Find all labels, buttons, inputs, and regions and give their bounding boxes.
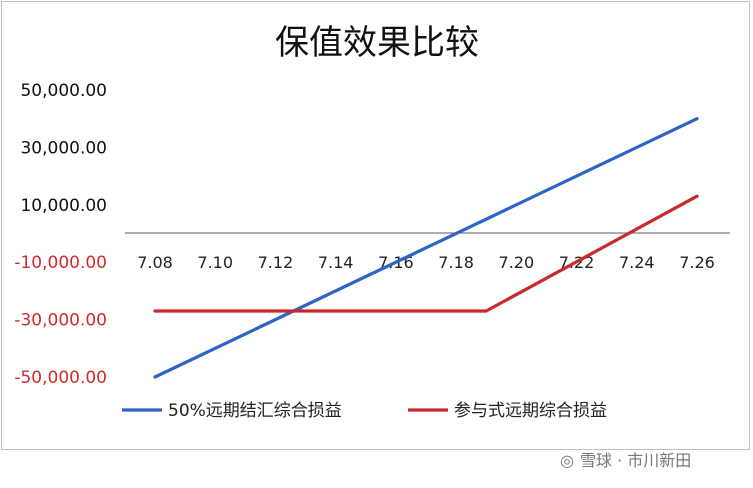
x-tick-label: 7.20 (499, 253, 535, 272)
x-tick-label: 7.18 (438, 253, 474, 272)
y-tick-label: 30,000.00 (20, 138, 107, 158)
y-axis: 50,000.00 30,000.00 10,000.00 -10,000.00 -30… (14, 81, 107, 388)
series-lines (153, 117, 699, 379)
snowball-logo-icon: ◎ (560, 451, 574, 470)
legend: 50%远期结汇综合损益 参与式远期综合损益 (122, 401, 607, 421)
legend-label: 参与式远期综合损益 (454, 401, 607, 421)
x-tick-label: 7.24 (619, 253, 655, 272)
y-tick-label: -50,000.00 (14, 368, 107, 388)
y-tick-label: 10,000.00 (20, 196, 107, 216)
series-line (153, 194, 699, 313)
y-tick-label: -30,000.00 (14, 311, 107, 331)
y-tick-label: 50,000.00 (20, 81, 107, 101)
chart-frame (1, 1, 750, 450)
watermark: ◎ 雪球 · 市川新田 (560, 451, 691, 470)
x-tick-label: 7.26 (679, 253, 715, 272)
series-line (153, 117, 699, 379)
chart-title: 保值效果比较 (275, 23, 479, 63)
x-tick-label: 7.10 (197, 253, 233, 272)
y-tick-label: -10,000.00 (14, 253, 107, 273)
x-tick-label: 7.14 (318, 253, 354, 272)
x-tick-label: 7.12 (258, 253, 294, 272)
watermark-text: 雪球 · 市川新田 (580, 451, 691, 470)
x-tick-label: 7.08 (137, 253, 173, 272)
legend-label: 50%远期结汇综合损益 (168, 401, 342, 421)
